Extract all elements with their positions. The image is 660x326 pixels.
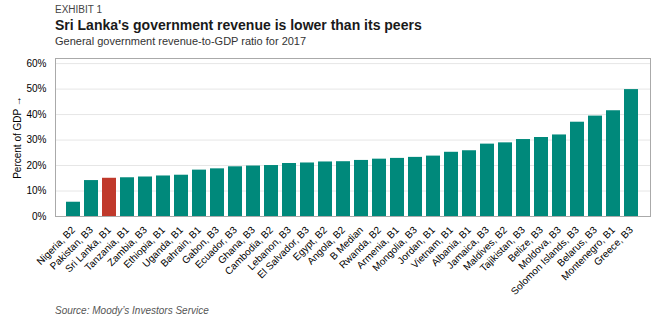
svg-text:Greece, B3: Greece, B3 [592, 224, 636, 268]
svg-text:Ecuador, B3: Ecuador, B3 [192, 224, 240, 271]
svg-text:Jamaica, B3: Jamaica, B3 [444, 224, 492, 271]
svg-text:40%: 40% [26, 109, 46, 120]
svg-text:B Median: B Median [327, 224, 366, 262]
svg-text:Belize, B3: Belize, B3 [505, 224, 546, 264]
svg-text:Egypt, B2: Egypt, B2 [290, 224, 330, 263]
svg-text:Gabon, B3: Gabon, B3 [179, 224, 222, 266]
svg-text:Rwanda, B2: Rwanda, B2 [336, 224, 384, 271]
svg-text:Moldova, B3: Moldova, B3 [516, 224, 564, 272]
svg-text:Pakistan, B3: Pakistan, B3 [47, 224, 96, 272]
svg-text:50%: 50% [26, 83, 46, 94]
svg-text:Mongolia, B3: Mongolia, B3 [370, 224, 420, 274]
svg-text:Jordan, B1: Jordan, B1 [395, 224, 438, 267]
html-text:EXHIBIT 1: EXHIBIT 1 [55, 4, 103, 15]
svg-text:Vietnam, B1: Vietnam, B1 [409, 224, 456, 271]
svg-text:Percent of GDP →: Percent of GDP → [12, 96, 23, 179]
svg-text:Maldives, B2: Maldives, B2 [460, 224, 510, 273]
svg-text:30%: 30% [26, 134, 46, 145]
svg-text:Armenia, B1: Armenia, B1 [354, 224, 402, 271]
svg-text:Uganda, B1: Uganda, B1 [140, 224, 186, 270]
svg-text:Bahrain, B1: Bahrain, B1 [158, 224, 204, 269]
svg-text:Cambodia, B2: Cambodia, B2 [222, 224, 276, 277]
svg-text:60%: 60% [26, 58, 46, 69]
svg-text:Tanzania, B1: Tanzania, B1 [82, 224, 132, 273]
svg-text:Zambia, B3: Zambia, B3 [105, 224, 150, 269]
svg-text:Sri Lanka, B1: Sri Lanka, B1 [62, 224, 114, 275]
svg-text:Lebanon, B3: Lebanon, B3 [245, 224, 294, 273]
svg-text:Nigeria, B2: Nigeria, B2 [34, 224, 78, 267]
svg-text:Ethiopia, B1: Ethiopia, B1 [121, 224, 168, 271]
svg-text:10%: 10% [26, 185, 46, 196]
svg-text:Tajikistan, B3: Tajikistan, B3 [477, 224, 528, 274]
svg-text:20%: 20% [26, 160, 46, 171]
svg-text:Belarus, B3: Belarus, B3 [554, 224, 600, 269]
html-text:Sri Lanka's government revenue: Sri Lanka's government revenue is lower … [55, 17, 422, 33]
svg-text:Angola, B2: Angola, B2 [304, 224, 348, 267]
html-text:Source: Moody’s Investors Serv: Source: Moody’s Investors Service [55, 305, 209, 316]
svg-text:0%: 0% [32, 211, 47, 222]
svg-text:Montenegro, B1: Montenegro, B1 [559, 224, 618, 283]
svg-text:Solomon Islands, B3: Solomon Islands, B3 [508, 224, 582, 297]
svg-text:El Salvador, B3: El Salvador, B3 [255, 224, 312, 281]
svg-text:Ghana, B3: Ghana, B3 [215, 224, 258, 266]
html-text:General government revenue-to-: General government revenue-to-GDP ratio … [55, 35, 307, 47]
svg-text:Albania, B1: Albania, B1 [429, 224, 474, 269]
